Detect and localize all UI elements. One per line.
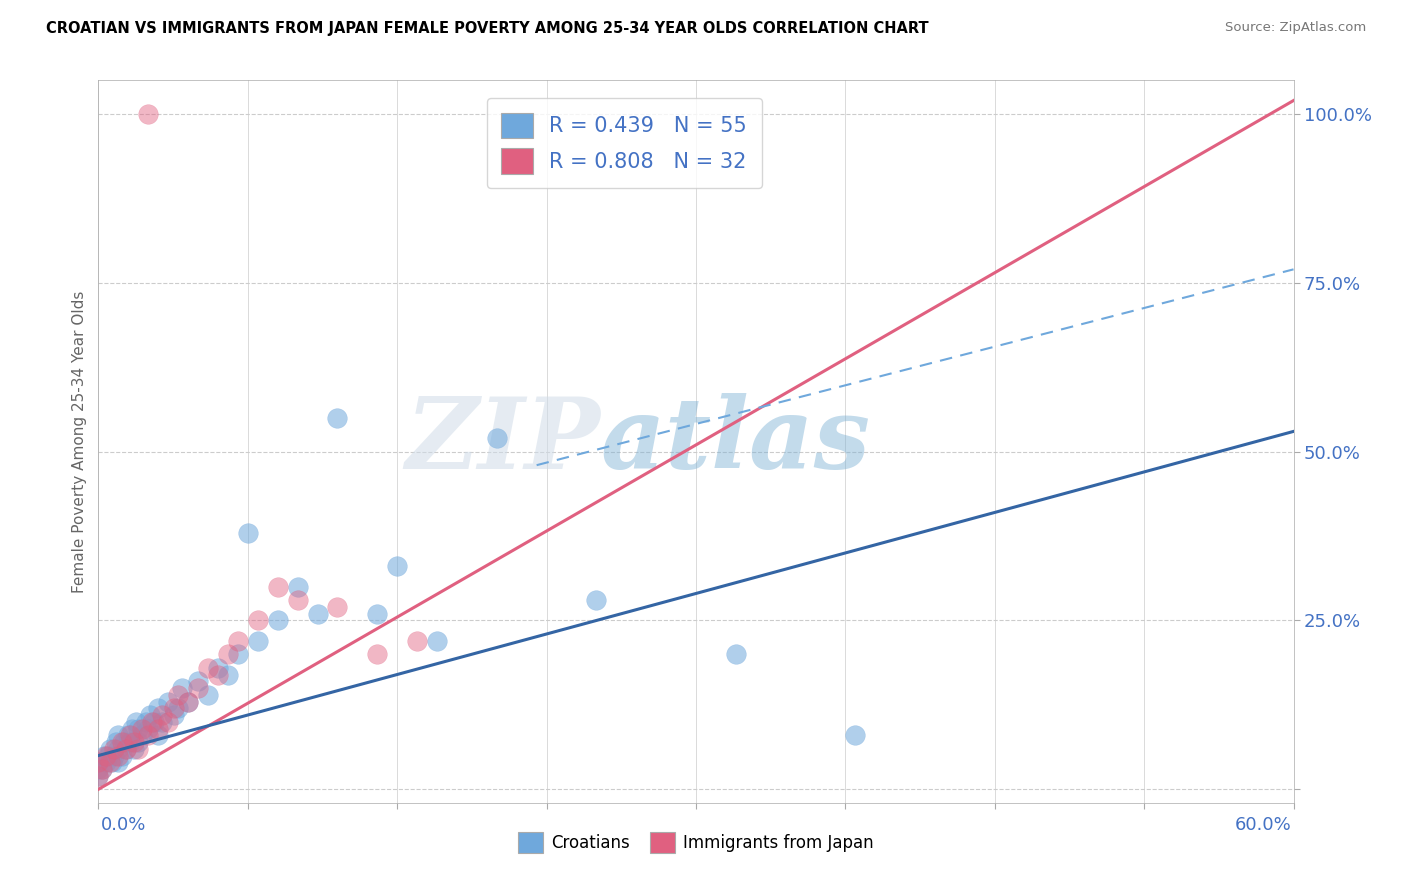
Point <box>120 735 142 749</box>
Point <box>172 681 194 695</box>
Point <box>120 728 142 742</box>
Point <box>107 748 129 763</box>
Point <box>585 593 607 607</box>
Point <box>426 633 449 648</box>
Point <box>139 708 162 723</box>
Point <box>385 559 409 574</box>
Point <box>226 633 249 648</box>
Point <box>112 735 135 749</box>
Point <box>366 607 388 621</box>
Point <box>103 741 125 756</box>
Point <box>150 714 173 729</box>
Point <box>124 735 146 749</box>
Point <box>207 667 229 681</box>
Point <box>167 688 190 702</box>
Point <box>236 525 259 540</box>
Point <box>125 714 148 729</box>
Text: Source: ZipAtlas.com: Source: ZipAtlas.com <box>1226 21 1367 34</box>
Point <box>167 701 190 715</box>
Point <box>143 714 166 729</box>
Point <box>326 411 349 425</box>
Point <box>93 748 115 763</box>
Point <box>117 728 139 742</box>
Point <box>121 722 143 736</box>
Point <box>724 647 747 661</box>
Text: 0.0%: 0.0% <box>100 816 146 834</box>
Point <box>111 735 134 749</box>
Point <box>485 431 508 445</box>
Point <box>307 607 329 621</box>
Point <box>246 633 269 648</box>
Point <box>105 735 128 749</box>
Point <box>226 647 249 661</box>
Point <box>87 762 110 776</box>
Point <box>150 708 173 723</box>
Point <box>187 681 209 695</box>
Text: atlas: atlas <box>600 393 870 490</box>
Point <box>157 714 180 729</box>
Point <box>177 694 200 708</box>
Point <box>131 728 153 742</box>
Point <box>91 762 114 776</box>
Point <box>107 741 129 756</box>
Point <box>267 614 290 628</box>
Point <box>131 722 153 736</box>
Point <box>287 593 309 607</box>
Point <box>141 714 163 729</box>
Point <box>136 107 159 121</box>
Point <box>87 756 110 770</box>
Point <box>287 580 309 594</box>
Point <box>127 722 149 736</box>
Point <box>177 694 200 708</box>
Text: 60.0%: 60.0% <box>1234 816 1292 834</box>
Point <box>107 756 129 770</box>
Point <box>91 762 114 776</box>
Point <box>87 769 110 783</box>
Point <box>98 756 122 770</box>
Y-axis label: Female Poverty Among 25-34 Year Olds: Female Poverty Among 25-34 Year Olds <box>72 291 87 592</box>
Text: ZIP: ZIP <box>405 393 600 490</box>
Text: CROATIAN VS IMMIGRANTS FROM JAPAN FEMALE POVERTY AMONG 25-34 YEAR OLDS CORRELATI: CROATIAN VS IMMIGRANTS FROM JAPAN FEMALE… <box>46 21 929 36</box>
Point <box>844 728 866 742</box>
Point <box>124 741 146 756</box>
Point <box>217 647 239 661</box>
Point <box>96 748 118 763</box>
Point <box>163 701 186 715</box>
Point <box>148 701 170 715</box>
Point <box>107 728 129 742</box>
Point <box>127 741 149 756</box>
Point <box>97 748 120 763</box>
Point <box>115 741 138 756</box>
Point <box>135 714 157 729</box>
Point <box>197 688 219 702</box>
Point <box>136 722 159 736</box>
Point <box>96 756 118 770</box>
Point <box>127 735 149 749</box>
Point <box>148 722 170 736</box>
Point <box>87 769 110 783</box>
Point <box>148 728 170 742</box>
Point <box>87 756 110 770</box>
Legend: Croatians, Immigrants from Japan: Croatians, Immigrants from Japan <box>512 826 880 860</box>
Point <box>207 661 229 675</box>
Point <box>157 694 180 708</box>
Point <box>366 647 388 661</box>
Point <box>197 661 219 675</box>
Point <box>115 741 138 756</box>
Point <box>103 748 125 763</box>
Point <box>406 633 429 648</box>
Point <box>111 748 134 763</box>
Point <box>101 756 124 770</box>
Point <box>187 674 209 689</box>
Point <box>267 580 290 594</box>
Point <box>246 614 269 628</box>
Point <box>163 708 186 723</box>
Point <box>98 741 122 756</box>
Point <box>326 599 349 614</box>
Point <box>136 728 159 742</box>
Point <box>217 667 239 681</box>
